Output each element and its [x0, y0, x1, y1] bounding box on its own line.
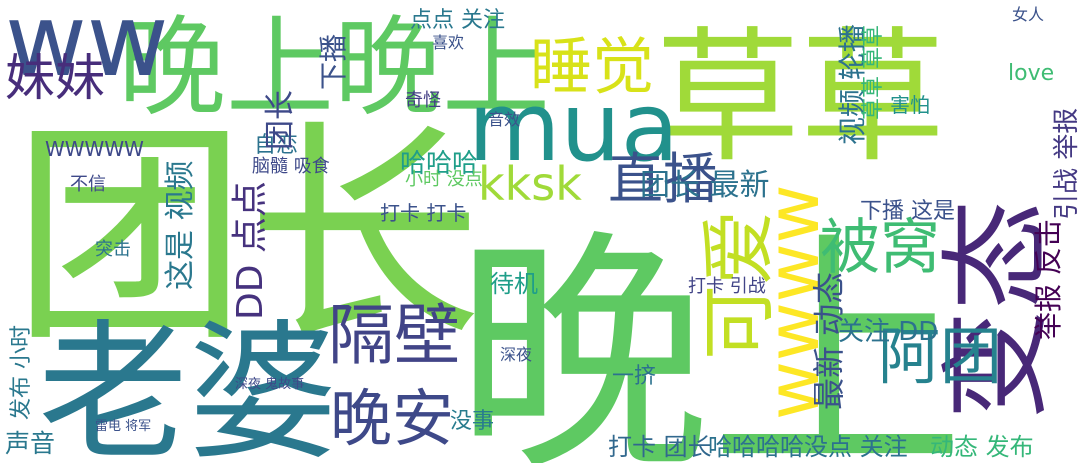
word: 举报 反击 [1032, 219, 1065, 340]
word: 动态 发布 [930, 433, 1034, 461]
word: 团长 最新 [640, 168, 770, 203]
word: 这是 视频 [163, 160, 198, 290]
word: 引战 举报 [1052, 108, 1080, 220]
word: 害怕 [890, 93, 930, 117]
word: 待机 [490, 270, 538, 298]
word: 深夜 鬼故事 [235, 376, 304, 392]
word: 下播 [317, 34, 350, 90]
word: 草草 草草 [861, 25, 886, 120]
word: 晚上 [455, 209, 965, 463]
word: 晚上晚上 [118, 6, 550, 131]
word: 关注 DD [838, 317, 938, 347]
word: wwww [751, 184, 835, 420]
word: 哈哈哈哈没点 关注 [708, 433, 908, 461]
word: 睡觉 [530, 30, 654, 103]
word: 可爱 [695, 210, 783, 360]
word: 脑髓 吸食 [252, 156, 330, 177]
word: ww [5, 0, 169, 99]
word: 打卡 团长 [608, 433, 712, 461]
word: 哈哈哈 [400, 149, 478, 179]
word: 一挤 [612, 364, 656, 389]
word: 团长 [12, 101, 482, 374]
word: DD 点点 [230, 181, 271, 320]
word: 小时 没点 [405, 169, 483, 190]
word: 下播 这是 [860, 199, 955, 224]
word: 不信 [70, 174, 106, 195]
word: 深夜 [500, 345, 532, 364]
word: 打卡 引战 [688, 276, 766, 297]
word: 自恋 [254, 133, 298, 158]
word: 老婆 [38, 307, 338, 463]
word: 晚安 [330, 382, 454, 455]
word: kksk [478, 157, 582, 211]
word: 音效 [488, 110, 520, 129]
word: 最新 动态 [810, 272, 848, 410]
word: 女人 [1012, 5, 1044, 24]
word: 被窝 [820, 213, 940, 283]
word: 团长 [263, 90, 298, 150]
word: 雷电 将军 [95, 419, 151, 434]
word: 阿团 [878, 320, 1002, 393]
word: love [1008, 61, 1054, 86]
word: 点点 关注 [410, 8, 505, 33]
word: 妹妹 [5, 49, 105, 107]
word: 奇怪 [405, 90, 441, 111]
word: 视频 轮播 [836, 24, 869, 145]
word: 没事 [450, 409, 494, 434]
word: 直播 [608, 147, 718, 211]
word: mua [468, 73, 679, 183]
word: 声音 [5, 429, 55, 458]
word: 草草 [655, 14, 945, 183]
word: 隔壁 [328, 297, 460, 374]
word: WWWWW [45, 137, 144, 161]
word: 突击 [95, 239, 131, 260]
word: 变态 [933, 200, 1061, 420]
word: 打卡 打卡 [380, 201, 466, 225]
word: 喜欢 [432, 33, 464, 52]
word: 发布 小时 [9, 325, 34, 420]
